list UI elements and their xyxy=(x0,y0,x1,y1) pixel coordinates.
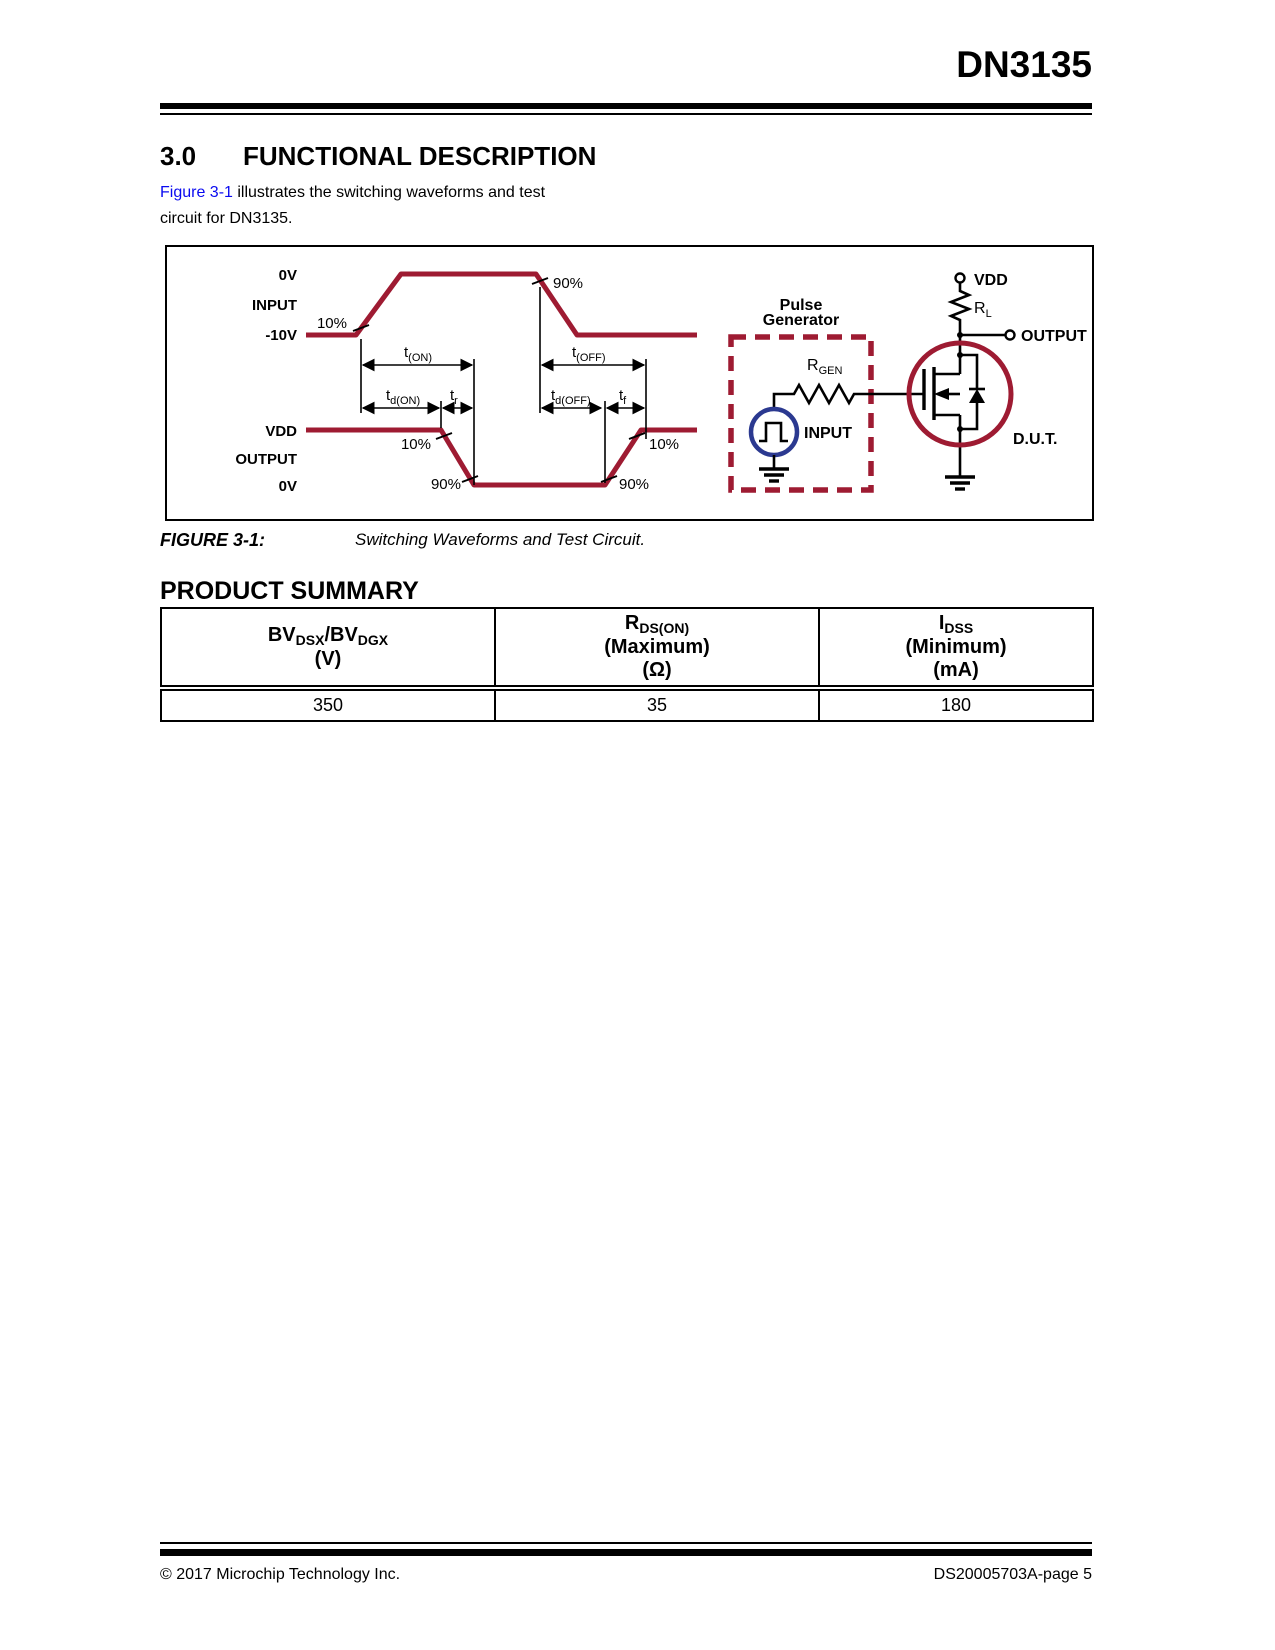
doc-number: DN3135 xyxy=(956,44,1092,85)
product-summary-title: PRODUCT SUMMARY xyxy=(160,577,419,605)
figure-caption-text: Switching Waveforms and Test Circuit. xyxy=(355,530,646,549)
pulse-generator-label-line2: Generator xyxy=(763,312,839,329)
t-d-off-label: td(OFF) xyxy=(551,387,591,407)
intro-line2: circuit for DN3135. xyxy=(160,210,293,227)
vdd-terminal-icon xyxy=(954,272,966,284)
col-rdson-header: RDS(ON) (Maximum) (Ω) xyxy=(494,607,820,689)
dut-circle xyxy=(906,340,1014,448)
dut-circuit xyxy=(906,272,1016,491)
output-10pct-right-label: 10% xyxy=(649,436,679,453)
idss-value: 180 xyxy=(818,685,1094,722)
t-r-label: tr xyxy=(450,387,458,407)
input-waveform xyxy=(306,271,697,338)
t-off-label: t(OFF) xyxy=(572,344,606,364)
t-f-label: tf xyxy=(619,387,627,407)
col-bvdsx-header: BVDSX/BVDGX (V) xyxy=(160,607,496,689)
input-90pct-label: 90% xyxy=(553,275,583,292)
section-title: FUNCTIONAL DESCRIPTION xyxy=(243,141,597,171)
pulse-glyph-icon xyxy=(759,421,788,443)
section-number: 3.0 xyxy=(160,141,197,171)
circuit-input-label: INPUT xyxy=(804,425,852,442)
dut-ground-icon xyxy=(945,475,975,491)
output-waveform xyxy=(306,427,697,488)
output-90pct-right-label: 90% xyxy=(619,476,649,493)
figure-3-1-link[interactable]: Figure 3-1 xyxy=(160,184,233,201)
input-low-label: -10V xyxy=(265,327,297,344)
input-name-label: INPUT xyxy=(252,297,297,314)
footer-doc-page: DS20005703A-page 5 xyxy=(933,1566,1092,1583)
figure-3-1: 0V INPUT -10V VDD OUTPUT 0V 10% 90% 10% … xyxy=(165,245,1094,521)
rgen-label: RGEN xyxy=(807,357,842,377)
footer-copyright: © 2017 Microchip Technology Inc. xyxy=(160,1566,401,1583)
intro-paragraph: Figure 3-1 illustrates the switching wav… xyxy=(160,180,545,232)
figure-caption-label: FIGURE 3-1: xyxy=(160,530,266,550)
product-summary-table: BVDSX/BVDGX (V) RDS(ON) (Maximum) (Ω) ID… xyxy=(160,607,1094,722)
timing-dimension-arrows xyxy=(361,358,646,415)
pulse-generator-label-line1: Pulse xyxy=(780,297,823,314)
section-heading: 3.0 FUNCTIONAL DESCRIPTION xyxy=(160,141,596,172)
output-90pct-left-label: 90% xyxy=(431,476,461,493)
bvdsx-value: 350 xyxy=(160,685,496,722)
pulse-source-icon xyxy=(748,406,800,458)
input-high-label: 0V xyxy=(279,267,297,284)
output-terminal-icon xyxy=(1004,329,1016,341)
output-10pct-left-label: 10% xyxy=(401,436,431,453)
table-header-row: BVDSX/BVDGX (V) RDS(ON) (Maximum) (Ω) ID… xyxy=(160,607,1094,689)
extension-lines xyxy=(360,287,647,485)
t-d-on-label: td(ON) xyxy=(386,387,420,407)
header-rule-thin xyxy=(160,113,1092,115)
mosfet-symbol xyxy=(922,367,960,420)
output-low-label: 0V xyxy=(279,478,297,495)
intro-line1: illustrates the switching waveforms and … xyxy=(232,184,546,201)
body-diode-icon xyxy=(960,353,985,431)
measurement-ticks xyxy=(352,277,646,483)
footer-rule-thick xyxy=(160,1549,1092,1556)
output-name-label: OUTPUT xyxy=(235,451,297,468)
rl-resistor xyxy=(947,283,973,335)
figure-caption: FIGURE 3-1: Switching Waveforms and Test… xyxy=(160,530,645,551)
table-value-row: 350 35 180 xyxy=(160,685,1094,722)
pulse-ground-icon xyxy=(759,455,789,483)
circuit-output-label: OUTPUT xyxy=(1021,328,1087,345)
vdd-label: VDD xyxy=(974,272,1008,289)
switching-waveforms-and-test-circuit: 0V INPUT -10V VDD OUTPUT 0V 10% 90% 10% … xyxy=(235,267,1087,495)
rl-label: RL xyxy=(974,300,992,320)
header-rule-thick xyxy=(160,103,1092,109)
pulse-generator-circuit xyxy=(748,382,924,483)
rdson-value: 35 xyxy=(494,685,820,722)
output-high-label: VDD xyxy=(265,423,297,440)
input-10pct-label: 10% xyxy=(317,315,347,332)
dut-label: D.U.T. xyxy=(1013,431,1057,448)
t-on-label: t(ON) xyxy=(404,344,432,364)
pulse-generator-box xyxy=(728,334,874,493)
footer-rule-thin xyxy=(160,1542,1092,1544)
col-idss-header: IDSS (Minimum) (mA) xyxy=(818,607,1094,689)
